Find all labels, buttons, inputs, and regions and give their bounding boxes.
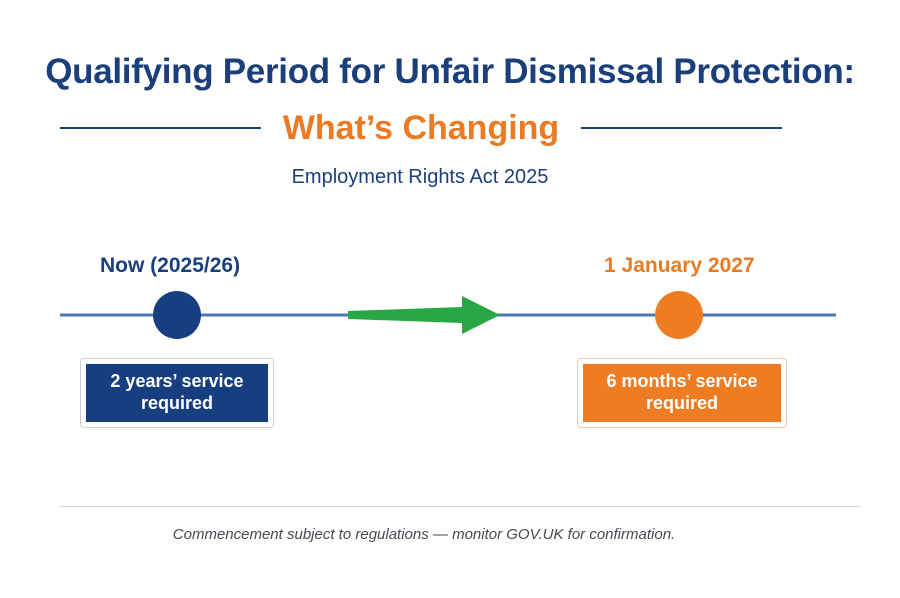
- subtitle-rule-right: [581, 127, 783, 129]
- future-requirement-text: 6 months’ service required: [583, 364, 781, 422]
- subtitle-row: What’s Changing: [60, 106, 783, 150]
- current-requirement-box: 2 years’ service required: [80, 358, 274, 428]
- footer-divider: [60, 506, 860, 507]
- future-requirement-box: 6 months’ service required: [577, 358, 787, 428]
- timeline-marker-future: [655, 291, 703, 339]
- timeline: [60, 291, 836, 339]
- subtitle-rule-left: [60, 127, 261, 129]
- page-subtitle: What’s Changing: [282, 108, 560, 147]
- act-name: Employment Rights Act 2025: [291, 166, 549, 188]
- timeline-label-future: 1 January 2027: [604, 254, 755, 277]
- arrow-icon: [348, 296, 500, 334]
- page-title: Qualifying Period for Unfair Dismissal P…: [45, 52, 855, 91]
- current-requirement-text: 2 years’ service required: [86, 364, 268, 422]
- timeline-label-now: Now (2025/26): [100, 254, 241, 277]
- footer-note: Commencement subject to regulations — mo…: [172, 526, 676, 543]
- timeline-marker-now: [153, 291, 201, 339]
